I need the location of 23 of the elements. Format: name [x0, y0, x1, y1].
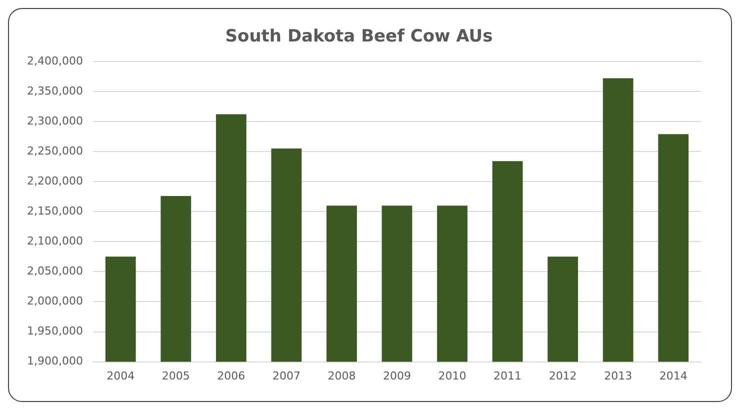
y-tick-label: 2,200,000: [27, 174, 83, 188]
x-tick-label: 2009: [382, 369, 411, 382]
x-tick-label: 2008: [328, 369, 356, 382]
x-tick-label: 2014: [659, 369, 688, 382]
y-tick-label: 2,100,000: [27, 234, 83, 248]
y-tick-label: 2,300,000: [27, 114, 83, 128]
x-tick-label: 2013: [604, 369, 632, 382]
x-tick-label: 2012: [548, 369, 577, 382]
y-tick-label: 2,150,000: [27, 204, 83, 218]
x-tick-label: 2010: [438, 369, 466, 382]
y-tick-label: 1,950,000: [27, 324, 83, 338]
x-tick-label: 2004: [106, 369, 135, 382]
y-tick-label: 2,000,000: [27, 294, 83, 308]
x-tick-label: 2007: [272, 369, 300, 382]
y-tick-label: 2,050,000: [27, 264, 83, 278]
chart-title: South Dakota Beef Cow AUs: [225, 26, 493, 47]
y-tick-label: 2,250,000: [27, 144, 83, 158]
y-tick-label: 2,400,000: [27, 54, 83, 68]
x-tick-label: 2005: [162, 369, 190, 382]
y-tick-label: 2,350,000: [27, 84, 83, 98]
y-tick-label: 1,900,000: [27, 354, 83, 368]
x-tick-label: 2011: [494, 369, 522, 382]
x-tick-label: 2006: [217, 369, 246, 382]
